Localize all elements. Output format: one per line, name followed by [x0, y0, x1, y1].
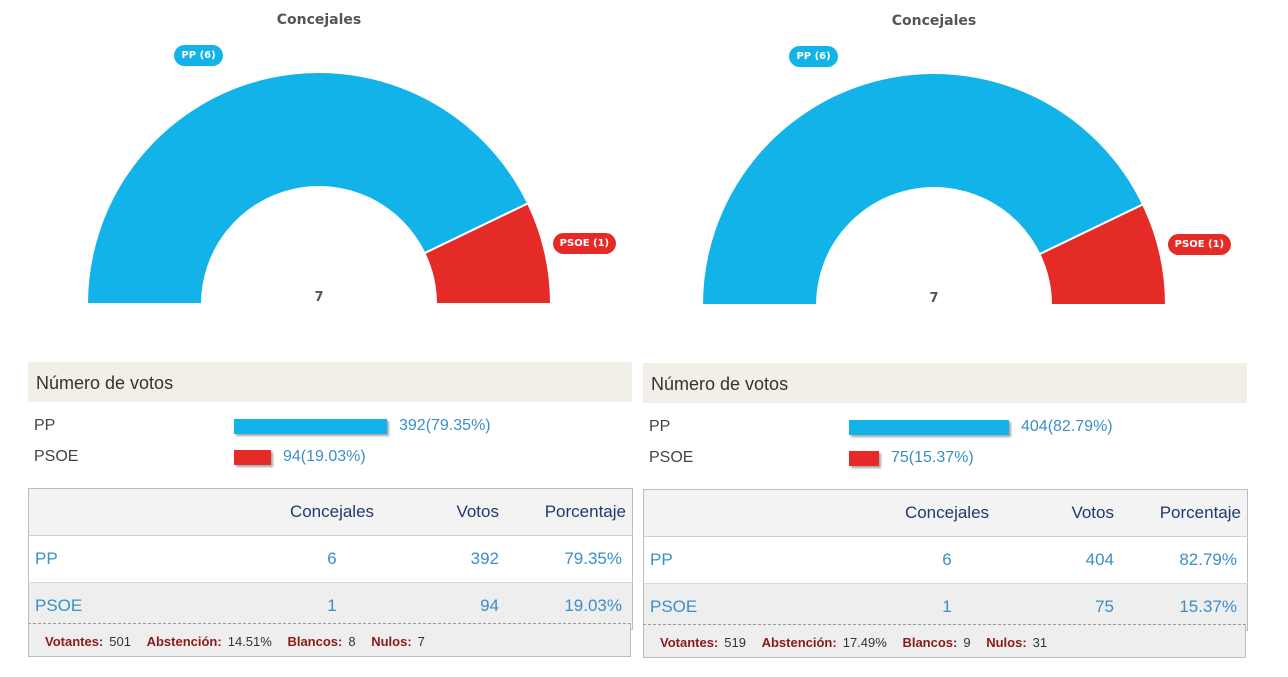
- cell-concejales: 1: [871, 583, 1023, 631]
- cell-votos: 94: [408, 582, 511, 630]
- table-row: PP 6 404 82.79%: [643, 536, 1248, 584]
- slice-pp[interactable]: [85, 71, 530, 305]
- vote-bar-value: 75(15.37%): [891, 449, 974, 466]
- vote-bar-pp: [234, 419, 387, 434]
- bar-party-label: PP: [649, 418, 671, 435]
- nulos-value: 7: [417, 634, 425, 649]
- table-row: PP 6 392 79.35%: [28, 535, 633, 583]
- vote-bar-psoe: [234, 450, 271, 465]
- bar-party-label: PSOE: [649, 449, 694, 466]
- slice-pp[interactable]: [700, 72, 1145, 306]
- slice-label-psoe: PSOE (1): [1167, 234, 1232, 256]
- slice-label-pp: PP (6): [789, 46, 838, 67]
- votes-section-header: Número de votos: [643, 363, 1247, 403]
- header-concejales: Concejales: [256, 488, 408, 536]
- cell-concejales: 1: [256, 582, 408, 630]
- turnout-footer: Votantes: 519 Abstención: 17.49% Blancos: 9…: [643, 624, 1246, 658]
- votantes-value: 501: [109, 634, 131, 649]
- seats-half-donut-chart: [700, 72, 1168, 306]
- results-table: Concejales Votos Porcentaje PP 6 392 79.…: [28, 488, 633, 630]
- cell-porcentaje: 82.79%: [1126, 536, 1248, 584]
- cell-party: PSOE: [28, 582, 256, 630]
- votantes-value: 519: [724, 635, 746, 650]
- blancos-label: Blancos:: [902, 635, 958, 650]
- cell-party: PP: [643, 536, 871, 584]
- vote-bar-row-psoe: PSOE 94(19.03%): [28, 446, 632, 470]
- cell-votos: 404: [1023, 536, 1126, 584]
- vote-bar-row-psoe: PSOE 75(15.37%): [643, 447, 1247, 471]
- results-panel-right: Concejales Número de votos PP 404(82.79%…: [643, 0, 1248, 677]
- header-porcentaje: Porcentaje: [1126, 489, 1248, 537]
- table-row: PSOE 1 94 19.03%: [28, 582, 633, 630]
- cell-concejales: 6: [256, 535, 408, 583]
- blancos-value: 9: [963, 635, 971, 650]
- nulos-label: Nulos:: [986, 635, 1027, 650]
- abstencion-value: 14.51%: [227, 634, 272, 649]
- votantes-label: Votantes:: [660, 635, 719, 650]
- header-votos: Votos: [408, 488, 511, 536]
- nulos-label: Nulos:: [371, 634, 412, 649]
- cell-votos: 75: [1023, 583, 1126, 631]
- table-header-row: Concejales Votos Porcentaje: [28, 488, 633, 536]
- cell-porcentaje: 15.37%: [1126, 583, 1248, 631]
- vote-bar-row-pp: PP 392(79.35%): [28, 415, 632, 439]
- results-panel-left: Concejales Número de votos PP 392(79.35%…: [28, 0, 633, 677]
- vote-bar-row-pp: PP 404(82.79%): [643, 416, 1247, 440]
- vote-bar-value: 94(19.03%): [283, 448, 366, 465]
- seats-total: 7: [314, 290, 324, 305]
- table-row: PSOE 1 75 15.37%: [643, 583, 1248, 631]
- chart-title: Concejales: [891, 13, 977, 29]
- slice-psoe[interactable]: [423, 202, 553, 305]
- slice-label-pp: PP (6): [174, 45, 223, 66]
- bar-party-label: PP: [34, 417, 56, 434]
- cell-concejales: 6: [871, 536, 1023, 584]
- header-party: [643, 489, 871, 537]
- vote-bar-value: 404(82.79%): [1021, 418, 1113, 435]
- slice-label-psoe: PSOE (1): [552, 233, 617, 255]
- seats-half-donut-chart: [85, 71, 553, 305]
- abstencion-value: 17.49%: [842, 635, 887, 650]
- vote-bar-value: 392(79.35%): [399, 417, 491, 434]
- cell-party: PSOE: [643, 583, 871, 631]
- header-concejales: Concejales: [871, 489, 1023, 537]
- votantes-label: Votantes:: [45, 634, 104, 649]
- header-votos: Votos: [1023, 489, 1126, 537]
- vote-bar-psoe: [849, 451, 879, 466]
- bar-party-label: PSOE: [34, 448, 79, 465]
- cell-porcentaje: 19.03%: [511, 582, 633, 630]
- blancos-label: Blancos:: [287, 634, 343, 649]
- blancos-value: 8: [348, 634, 356, 649]
- results-table: Concejales Votos Porcentaje PP 6 404 82.…: [643, 489, 1248, 631]
- header-party: [28, 488, 256, 536]
- chart-title: Concejales: [276, 12, 362, 28]
- seats-total: 7: [929, 291, 939, 306]
- cell-party: PP: [28, 535, 256, 583]
- turnout-footer: Votantes: 501 Abstención: 14.51% Blancos: 8…: [28, 623, 631, 657]
- cell-votos: 392: [408, 535, 511, 583]
- abstencion-label: Abstención:: [146, 634, 222, 649]
- nulos-value: 31: [1032, 635, 1048, 650]
- votes-section-header: Número de votos: [28, 362, 632, 402]
- slice-psoe[interactable]: [1038, 203, 1168, 306]
- cell-porcentaje: 79.35%: [511, 535, 633, 583]
- table-header-row: Concejales Votos Porcentaje: [643, 489, 1248, 537]
- vote-bar-pp: [849, 420, 1009, 435]
- abstencion-label: Abstención:: [761, 635, 837, 650]
- header-porcentaje: Porcentaje: [511, 488, 633, 536]
